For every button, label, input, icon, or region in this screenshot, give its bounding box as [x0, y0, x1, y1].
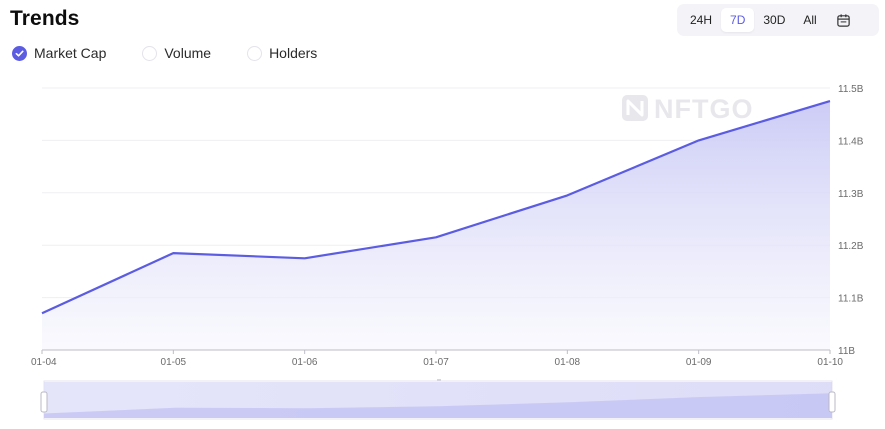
unchecked-circle-icon [142, 45, 158, 61]
zoom-preview-area [44, 393, 832, 418]
toggle-label: Market Cap [34, 45, 107, 61]
x-tick-label: 01-05 [161, 357, 187, 368]
slider-right-handle[interactable] [828, 391, 836, 413]
unchecked-circle-icon [247, 45, 263, 61]
slider-left-handle[interactable] [40, 391, 48, 413]
toggle-label: Holders [269, 45, 318, 61]
y-tick-label: 11.4B [838, 136, 864, 147]
toggle-label: Volume [164, 45, 212, 61]
x-axis-ticks: 01-04 01-05 01-06 01-07 01-08 01-09 01-10 [31, 350, 843, 368]
x-tick-label: 01-06 [292, 357, 318, 368]
watermark-text: NFTGO [654, 94, 754, 124]
market-cap-area [42, 101, 830, 350]
x-tick-label: 01-07 [423, 357, 449, 368]
checked-icon [12, 45, 27, 61]
x-tick-label: 01-09 [686, 357, 712, 368]
time-range-selector: 24H 7D 30D All [677, 4, 879, 36]
page-title: Trends [10, 7, 80, 30]
x-tick-label: 01-04 [31, 357, 57, 368]
toggle-holders[interactable]: Holders [247, 45, 317, 61]
x-tick-label: 01-10 [817, 357, 843, 368]
y-tick-label: 11.5B [838, 84, 864, 95]
toggle-market-cap[interactable]: Market Cap [12, 45, 106, 61]
range-30d-button[interactable]: 30D [763, 13, 786, 27]
y-tick-label: 11.3B [838, 189, 864, 200]
calendar-icon [836, 13, 850, 27]
range-24h-button[interactable]: 24H [690, 13, 713, 27]
market-cap-line [41, 100, 831, 315]
range-7d-button[interactable]: 7D [721, 8, 755, 32]
y-tick-label: 11B [838, 346, 855, 357]
range-all-button[interactable]: All [803, 13, 817, 27]
market-cap-series [41, 100, 831, 315]
metric-toggles: Market Cap Volume Holders [12, 45, 353, 61]
slider-top-handle[interactable] [437, 379, 441, 381]
y-axis-ticks: 11B 11.1B 11.2B 11.3B 11.4B 11.5B [838, 84, 864, 357]
toggle-volume[interactable]: Volume [142, 45, 211, 61]
y-tick-label: 11.1B [838, 294, 864, 305]
x-tick-label: 01-08 [555, 357, 581, 368]
y-tick-label: 11.2B [838, 241, 864, 252]
market-cap-chart: NFTGO 01-04 01-05 01-06 01-07 01-08 01-09 01-1… [31, 84, 864, 420]
zoom-slider[interactable] [40, 379, 836, 420]
calendar-button[interactable] [830, 8, 857, 32]
nftgo-watermark: NFTGO [622, 94, 754, 124]
